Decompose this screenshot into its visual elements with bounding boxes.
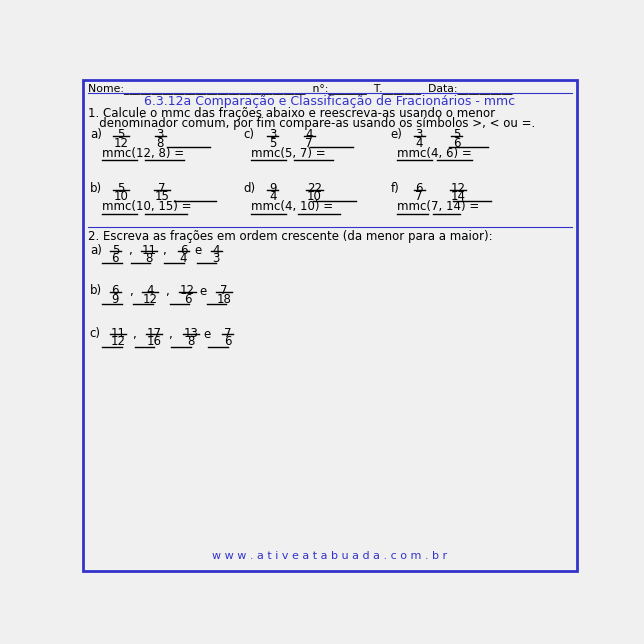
Text: 6.3.12a Comparação e Classificação de Fracionários - mmc: 6.3.12a Comparação e Classificação de Fr…: [144, 95, 516, 108]
Text: 7: 7: [224, 327, 231, 340]
Text: 4: 4: [415, 137, 423, 149]
Text: 7: 7: [305, 137, 313, 149]
Text: 4: 4: [180, 252, 187, 265]
Text: 4: 4: [146, 285, 154, 298]
Text: mmc(7, 14) =: mmc(7, 14) =: [397, 200, 479, 213]
Text: ,: ,: [165, 285, 168, 298]
Text: 12: 12: [110, 336, 125, 348]
Text: c): c): [90, 327, 101, 340]
Text: b): b): [90, 285, 102, 298]
Text: mmc(12, 8) =: mmc(12, 8) =: [102, 147, 184, 160]
Text: a): a): [90, 243, 102, 256]
Text: e): e): [390, 128, 402, 141]
Text: 6: 6: [111, 252, 119, 265]
Text: d): d): [243, 182, 256, 195]
Text: 12: 12: [450, 182, 466, 195]
Text: ,: ,: [169, 328, 173, 341]
Text: 2. Escreva as frações em ordem crescente (da menor para a maior):: 2. Escreva as frações em ordem crescente…: [88, 230, 493, 243]
Text: e: e: [204, 328, 211, 341]
Text: ,: ,: [162, 244, 166, 258]
Text: w w w . a t i v e a t a b u a d a . c o m . b r: w w w . a t i v e a t a b u a d a . c o …: [213, 551, 448, 561]
Text: 6: 6: [184, 293, 191, 306]
Text: 5: 5: [117, 128, 124, 141]
Text: 10: 10: [307, 191, 322, 204]
Text: 5: 5: [111, 243, 119, 256]
Text: 3: 3: [213, 252, 220, 265]
Text: 17: 17: [147, 327, 162, 340]
Text: 4: 4: [269, 191, 276, 204]
Text: 3: 3: [269, 128, 276, 141]
Text: 3: 3: [415, 128, 423, 141]
Text: 15: 15: [155, 191, 169, 204]
Text: 12: 12: [180, 285, 195, 298]
Text: mmc(5, 7) =: mmc(5, 7) =: [251, 147, 326, 160]
Text: 6: 6: [415, 182, 423, 195]
Text: 18: 18: [216, 293, 231, 306]
Text: 5: 5: [269, 137, 276, 149]
Text: denominador comum, por fim compare-as usando os símbolos >, < ou =.: denominador comum, por fim compare-as us…: [88, 117, 536, 129]
Text: e: e: [200, 285, 207, 298]
Text: 3: 3: [156, 128, 164, 141]
Text: 8: 8: [187, 336, 195, 348]
Text: 6: 6: [111, 285, 119, 298]
Text: 7: 7: [220, 285, 227, 298]
Text: a): a): [90, 128, 102, 141]
Text: c): c): [243, 128, 254, 141]
Text: 5: 5: [117, 182, 124, 195]
Text: 5: 5: [453, 128, 460, 141]
Text: 6: 6: [453, 137, 460, 149]
Text: mmc(10, 15) =: mmc(10, 15) =: [102, 200, 192, 213]
Text: 4: 4: [305, 128, 313, 141]
Text: mmc(4, 10) =: mmc(4, 10) =: [251, 200, 333, 213]
Text: ,: ,: [129, 285, 133, 298]
Text: 9: 9: [269, 182, 276, 195]
Text: mmc(4, 6) =: mmc(4, 6) =: [397, 147, 471, 160]
Text: f): f): [390, 182, 399, 195]
Text: 8: 8: [156, 137, 164, 149]
Text: 6: 6: [224, 336, 231, 348]
Text: 8: 8: [145, 252, 153, 265]
Text: 10: 10: [113, 191, 128, 204]
Text: 1. Calcule o mmc das frações abaixo e reescreva-as usando o menor: 1. Calcule o mmc das frações abaixo e re…: [88, 106, 495, 120]
Text: 12: 12: [143, 293, 158, 306]
Text: ,: ,: [132, 328, 135, 341]
Text: b): b): [90, 182, 102, 195]
Text: 7: 7: [415, 191, 423, 204]
Text: 11: 11: [141, 243, 156, 256]
Text: e: e: [194, 244, 201, 258]
Text: 14: 14: [450, 191, 466, 204]
Text: ,: ,: [128, 244, 131, 258]
Text: 9: 9: [111, 293, 119, 306]
Text: 13: 13: [184, 327, 199, 340]
Text: 16: 16: [147, 336, 162, 348]
Text: Nome:_________________________________  n°:_______  T._______  Data:__________: Nome:_________________________________ n…: [88, 84, 513, 95]
Text: 11: 11: [110, 327, 125, 340]
Text: 4: 4: [213, 243, 220, 256]
Text: 6: 6: [180, 243, 187, 256]
Text: 22: 22: [307, 182, 322, 195]
Text: 12: 12: [113, 137, 128, 149]
Text: 7: 7: [158, 182, 166, 195]
